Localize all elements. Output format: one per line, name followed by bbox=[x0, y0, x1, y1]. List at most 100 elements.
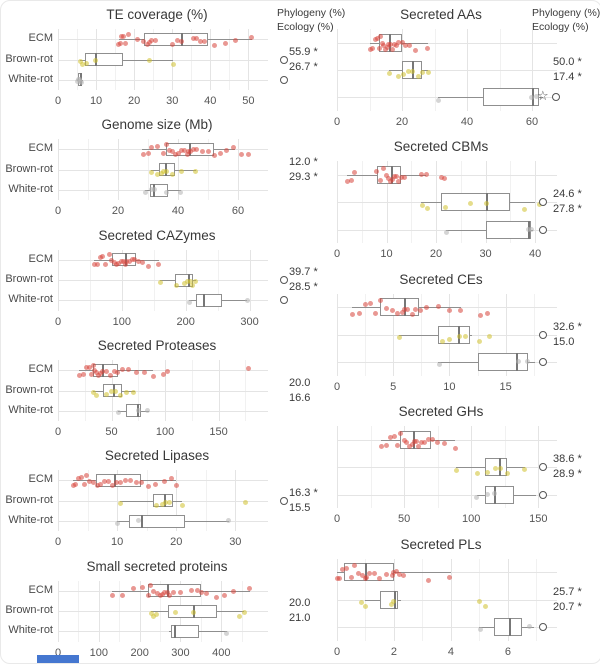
panel-title: Secreted Lipases bbox=[104, 448, 210, 464]
data-point bbox=[166, 499, 172, 505]
data-point bbox=[167, 593, 173, 599]
axis-tick-label: 6 bbox=[504, 645, 512, 658]
data-point bbox=[397, 430, 403, 436]
data-point bbox=[95, 261, 101, 267]
data-point bbox=[171, 62, 177, 68]
stat-values: 12.0 * 29.3 * bbox=[289, 155, 318, 185]
data-point bbox=[103, 368, 109, 374]
data-point bbox=[223, 41, 229, 46]
panel-title: Small secreted proteins bbox=[86, 558, 228, 574]
data-point bbox=[383, 305, 389, 311]
axis-tick-label: 150 bbox=[209, 426, 228, 438]
axis-tick-label: 20 bbox=[128, 95, 141, 107]
data-point bbox=[435, 97, 441, 103]
data-point bbox=[141, 39, 147, 44]
row-label: Brown-rot bbox=[5, 52, 53, 65]
phylogeny-value: 55.9 * bbox=[289, 45, 318, 58]
boxplot-whisker-high bbox=[401, 175, 427, 177]
boxplot-median bbox=[173, 624, 176, 638]
stat-values: 24.6 * 27.8 * bbox=[553, 187, 582, 217]
data-point bbox=[205, 149, 211, 155]
boxplot-box bbox=[441, 193, 511, 212]
data-point bbox=[344, 565, 350, 571]
data-point bbox=[425, 206, 431, 212]
data-point bbox=[163, 189, 169, 195]
data-point bbox=[440, 338, 446, 344]
ecology-value: 17.4 * bbox=[553, 71, 582, 83]
boxplot-whisker-high bbox=[200, 590, 250, 592]
axis-tick-label: 300 bbox=[240, 315, 259, 328]
data-point bbox=[169, 149, 175, 155]
bottom-accent-bar bbox=[37, 655, 79, 663]
ecology-value: 15.0 bbox=[553, 335, 575, 348]
data-point bbox=[425, 578, 431, 584]
boxplot-whisker-high bbox=[430, 439, 456, 441]
gridline-row bbox=[337, 626, 557, 628]
axis-tick-label: 60 bbox=[525, 116, 539, 128]
axis-tick-label: 30 bbox=[479, 248, 492, 261]
data-point bbox=[117, 393, 123, 399]
data-point bbox=[391, 598, 397, 604]
data-point bbox=[90, 390, 96, 396]
axis-tick-label: 20 bbox=[111, 205, 125, 218]
data-point bbox=[392, 433, 398, 439]
data-point bbox=[190, 609, 196, 615]
data-point bbox=[443, 204, 449, 210]
axis-tick-label: 10 bbox=[110, 536, 124, 549]
boxplot-whisker-low bbox=[117, 521, 129, 523]
data-point bbox=[189, 588, 195, 594]
phylogeny-value: 32.6 * bbox=[553, 320, 582, 333]
boxplot-whisker-low bbox=[479, 626, 494, 628]
axis-tick-label: 0 bbox=[54, 536, 62, 549]
axis-tick-label: 100 bbox=[112, 315, 132, 328]
data-point bbox=[358, 600, 364, 606]
stat-header-right: Phylogeny (%) Ecology (%) bbox=[532, 6, 600, 34]
ecology-value: 20.7 * bbox=[553, 600, 582, 613]
data-point bbox=[370, 45, 376, 51]
stat-values: 20.0 21.0 bbox=[289, 596, 310, 626]
data-point bbox=[173, 483, 179, 489]
axis-tick-label: 10 bbox=[443, 380, 456, 393]
data-point bbox=[534, 94, 540, 100]
data-point bbox=[192, 279, 198, 285]
data-point bbox=[246, 586, 252, 592]
boxplot-box bbox=[477, 353, 529, 372]
significance-circle-icon bbox=[539, 358, 547, 367]
phylogeny-value: 50.0 * bbox=[553, 56, 582, 68]
data-point bbox=[131, 390, 137, 396]
axis-tick-label: 30 bbox=[229, 536, 242, 549]
data-point bbox=[397, 335, 403, 341]
axis-tick-label: 200 bbox=[130, 646, 149, 659]
data-point bbox=[413, 438, 419, 444]
row-label: ECM bbox=[28, 142, 53, 155]
boxplot-whisker-low bbox=[476, 494, 485, 496]
stat-header-left: Phylogeny (%) Ecology (%) bbox=[277, 6, 345, 34]
data-point bbox=[160, 151, 166, 157]
data-point bbox=[376, 45, 382, 51]
significance-circle-icon bbox=[280, 75, 288, 84]
boxplot-whisker-high bbox=[175, 169, 196, 171]
data-point bbox=[140, 259, 146, 265]
data-point bbox=[193, 146, 199, 152]
axis-tick-label: 400 bbox=[212, 646, 231, 659]
data-point bbox=[498, 466, 504, 472]
axis-tick-label: 40 bbox=[171, 205, 185, 218]
data-point bbox=[388, 602, 394, 608]
ecology-value: 28.5 * bbox=[289, 281, 318, 294]
axis-tick-label: 150 bbox=[529, 513, 548, 526]
axis-tick-label: 50 bbox=[397, 513, 411, 526]
data-point bbox=[214, 594, 220, 600]
data-point bbox=[163, 142, 169, 148]
significance-circle-icon bbox=[539, 225, 547, 234]
axis-tick-label: 0 bbox=[333, 645, 341, 658]
stat-values: 32.6 * 15.0 bbox=[553, 320, 582, 350]
ecology-value: 28.9 * bbox=[553, 468, 582, 481]
ecology-value: 29.3 * bbox=[289, 170, 318, 183]
ecology-value: 26.7 * bbox=[289, 60, 318, 73]
row-label: White-rot bbox=[8, 72, 53, 85]
data-point bbox=[410, 69, 416, 75]
data-point bbox=[133, 369, 139, 375]
row-label: Brown-rot bbox=[5, 383, 53, 396]
boxplot-whisker-low bbox=[151, 169, 159, 171]
data-point bbox=[154, 144, 160, 150]
